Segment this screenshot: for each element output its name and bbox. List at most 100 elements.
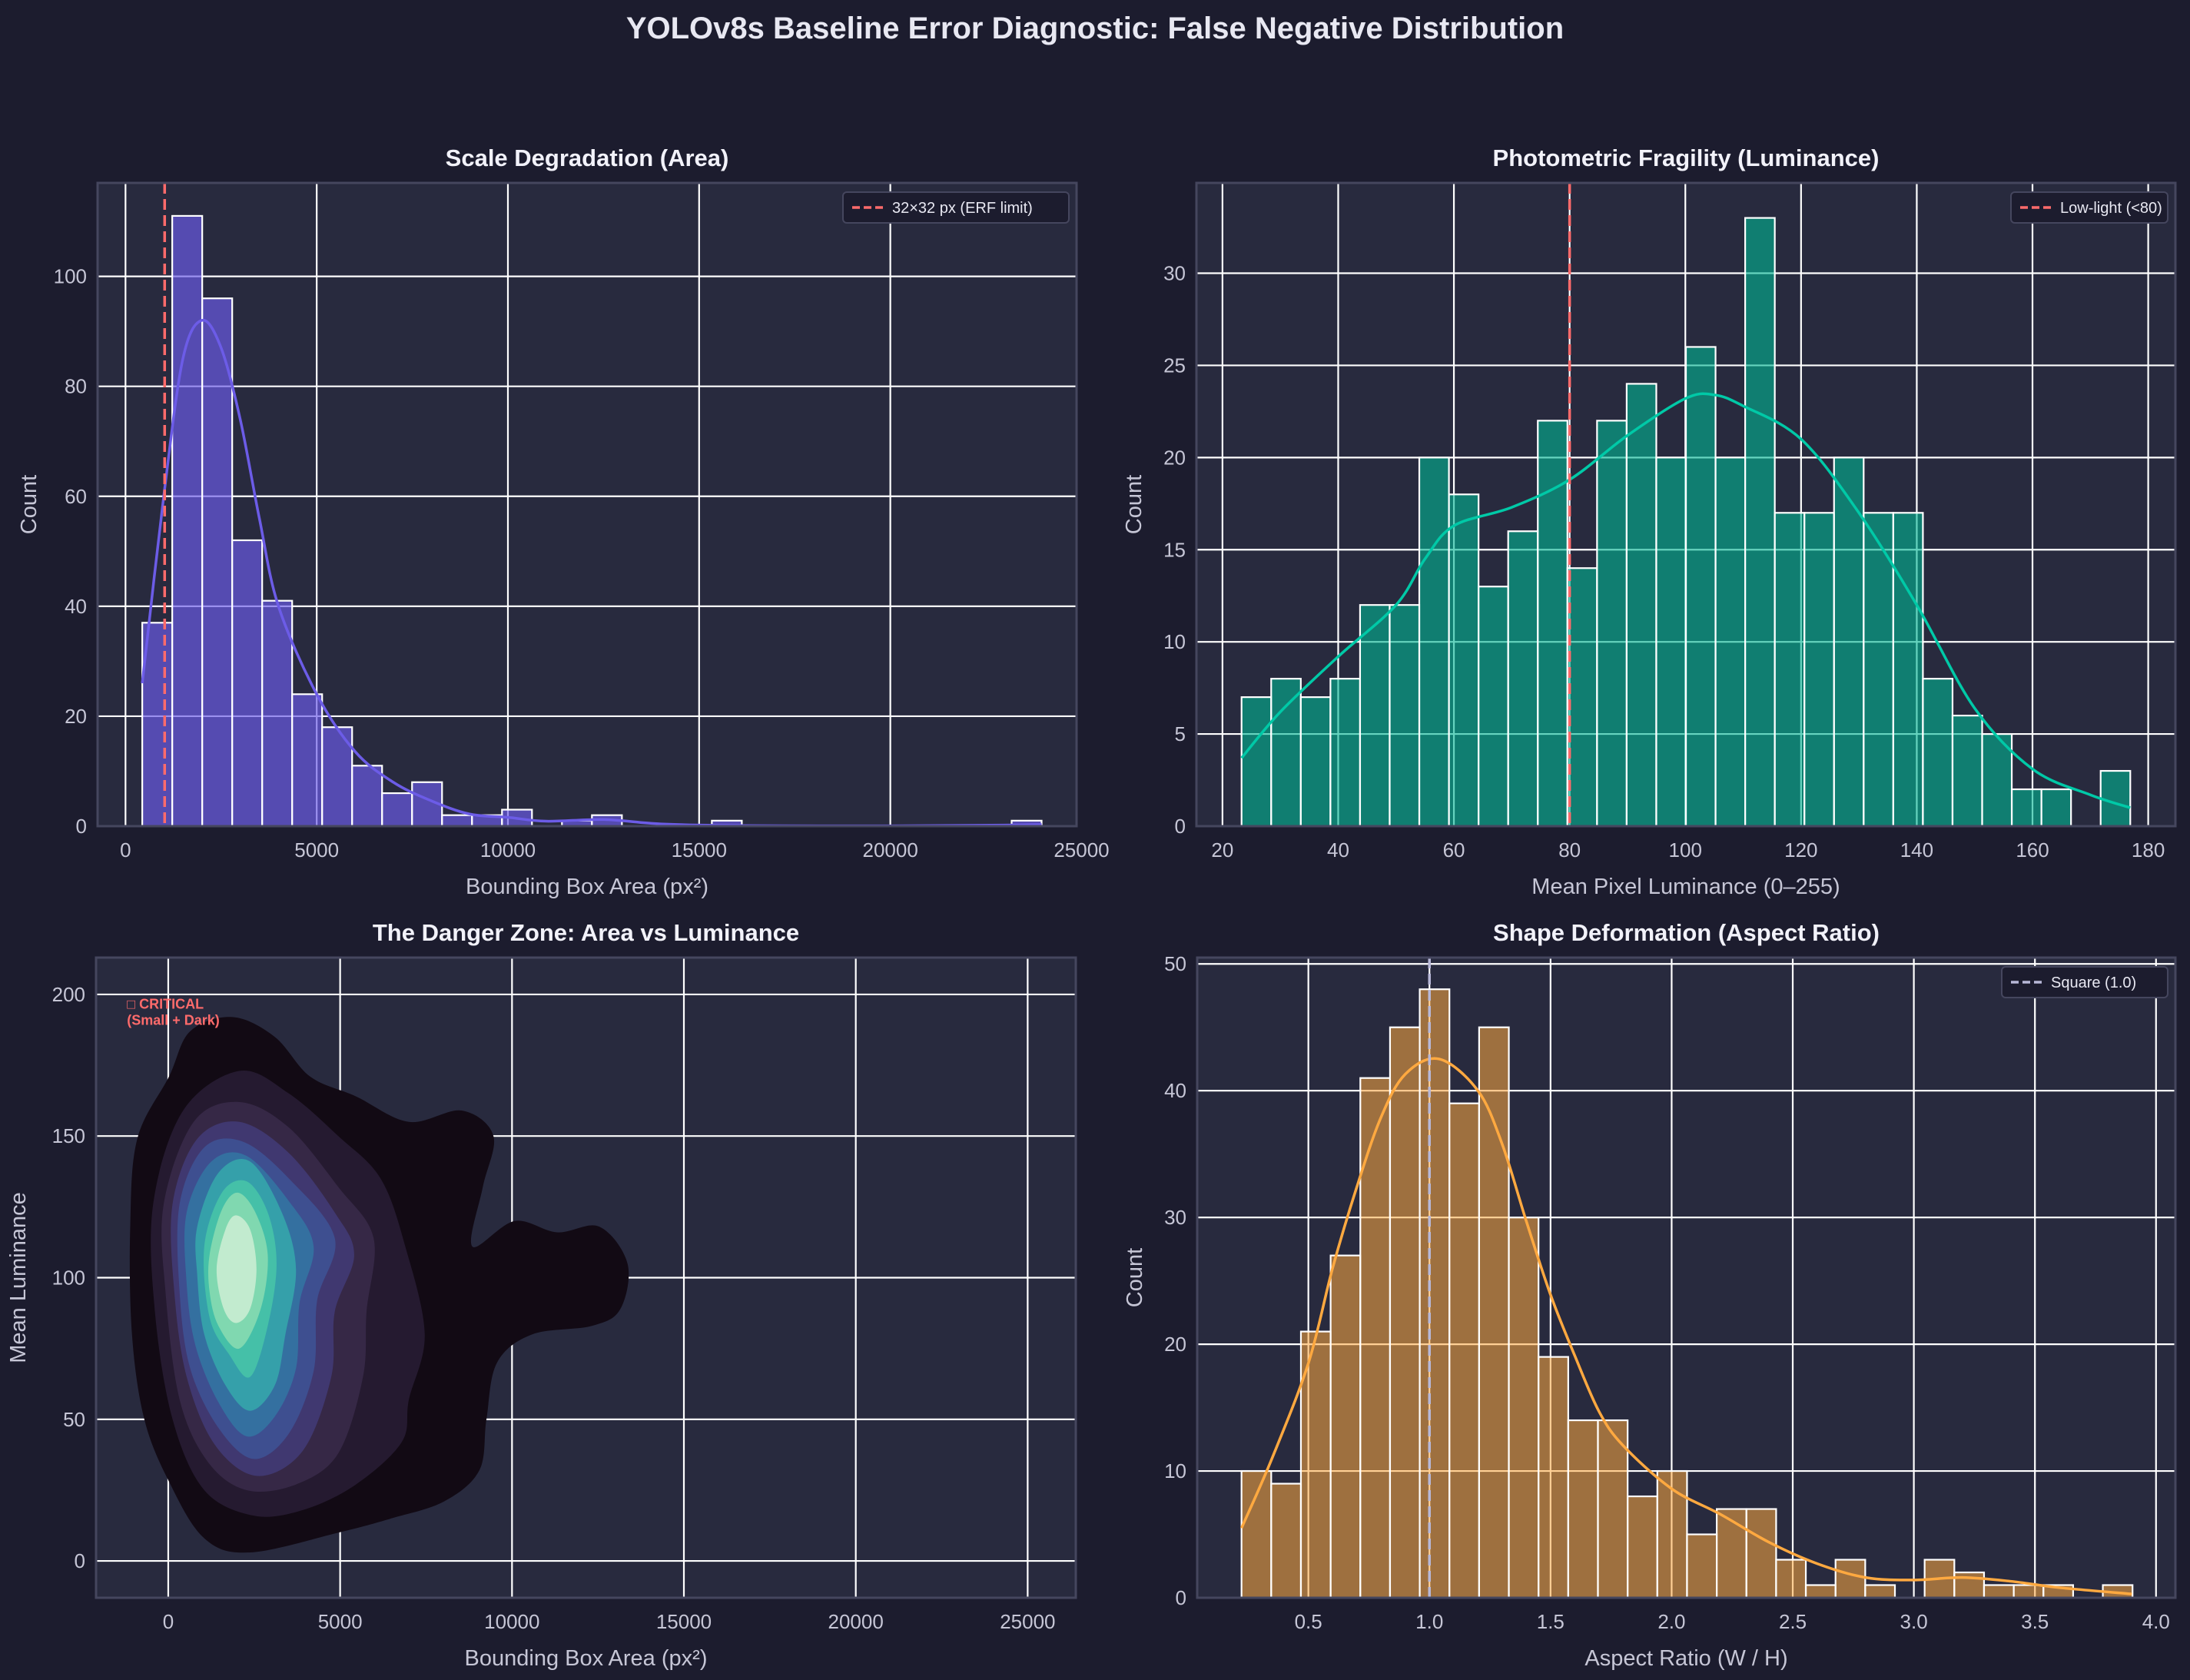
- histogram-bar: [1686, 1533, 1718, 1598]
- y-axis-label: Count: [1122, 475, 1146, 534]
- y-tick-label: 50: [63, 1408, 85, 1431]
- histogram-bar: [1684, 346, 1717, 826]
- y-tick-label: 100: [54, 265, 87, 288]
- x-tick-label: 10000: [484, 1610, 539, 1633]
- annotation-critical-detail: (Small + Dark): [127, 1012, 220, 1028]
- y-tick-label: 5: [1175, 722, 1186, 745]
- histogram-bar: [1745, 1508, 1777, 1598]
- x-tick-label: 5000: [318, 1610, 363, 1633]
- y-tick-label: 40: [65, 595, 87, 618]
- x-tick-label: 1.5: [1537, 1610, 1565, 1633]
- histogram-bar: [2040, 788, 2072, 826]
- plot-marks: [129, 1017, 629, 1553]
- legend: Low-light (<80): [2010, 191, 2168, 224]
- histogram-bar: [201, 297, 234, 826]
- x-tick-label: 15000: [656, 1610, 712, 1633]
- figure-title: YOLOv8s Baseline Error Diagnostic: False…: [626, 12, 1564, 45]
- x-axis-label: Bounding Box Area (px²): [465, 1646, 708, 1671]
- histogram-bar: [261, 599, 294, 826]
- histogram-bar: [1804, 1584, 1837, 1598]
- chart-area: 0 5000 10000 15000 20000 25000 0 20 40 60 80 100 32×…: [17, 144, 1110, 899]
- histogram-bar: [1359, 1077, 1392, 1598]
- histogram-bar: [351, 765, 383, 826]
- histogram-bar: [1329, 678, 1362, 826]
- y-tick-label: 80: [65, 375, 87, 398]
- y-tick-label: 0: [1176, 1586, 1186, 1609]
- histogram-bar: [441, 814, 473, 826]
- x-tick-label: 0.5: [1295, 1610, 1322, 1633]
- chart-luminance: 20 40 60 80 100 120 140 160 180 0 5 10 15 20 25 30 Low-l…: [1122, 144, 2177, 899]
- histogram-bar: [1299, 1330, 1332, 1598]
- histogram-bar: [1240, 696, 1273, 826]
- x-tick-label: 120: [1784, 838, 1817, 862]
- histogram-bar: [1744, 217, 1776, 826]
- histogram-bar: [1329, 1254, 1362, 1598]
- y-tick-label: 0: [75, 1549, 85, 1572]
- histogram-bar: [1507, 530, 1539, 826]
- x-tick-label: 2.0: [1657, 1610, 1685, 1633]
- legend-label: 32×32 px (ERF limit): [892, 200, 1033, 217]
- histogram-bar: [1596, 420, 1628, 826]
- y-tick-label: 150: [52, 1124, 85, 1147]
- y-tick-label: 20: [1163, 446, 1186, 469]
- histogram-bar: [1834, 1559, 1866, 1598]
- histogram-bar: [1010, 819, 1043, 826]
- histogram-bar: [1448, 493, 1480, 826]
- x-tick-label: 1.0: [1415, 1610, 1443, 1633]
- histogram-bar: [1655, 457, 1687, 826]
- histogram-bar: [1448, 1102, 1480, 1598]
- histogram-bar: [1389, 604, 1421, 826]
- plot-marks: [1240, 183, 2132, 826]
- legend-box: [842, 191, 1070, 224]
- histogram-bar: [1240, 1469, 1273, 1598]
- x-tick-label: 180: [2132, 838, 2165, 862]
- histogram-bar: [291, 693, 324, 826]
- histogram-bar: [1983, 1584, 2015, 1598]
- x-tick-label: 100: [1669, 838, 1702, 862]
- y-tick-label: 60: [65, 485, 87, 508]
- x-axis-label: Aspect Ratio (W / H): [1584, 1646, 1787, 1671]
- x-tick-label: 25000: [1054, 838, 1109, 862]
- x-tick-label: 0: [163, 1610, 174, 1633]
- x-tick-label: 20000: [828, 1610, 884, 1633]
- x-tick-label: 3.0: [1900, 1610, 1928, 1633]
- histogram-bar: [1389, 1026, 1421, 1598]
- legend-box: [2001, 966, 2168, 998]
- y-axis-label: Count: [17, 475, 41, 534]
- x-tick-label: 140: [1900, 838, 1933, 862]
- histogram-bar: [1981, 732, 2013, 826]
- histogram-bar: [1951, 715, 1983, 826]
- y-tick-label: 25: [1163, 354, 1186, 377]
- histogram-bar: [1419, 988, 1451, 1598]
- x-tick-label: 25000: [1000, 1610, 1055, 1633]
- histogram-bar: [1270, 1482, 1302, 1598]
- histogram-bar: [1775, 1559, 1807, 1598]
- subplot-title: The Danger Zone: Area vs Luminance: [373, 919, 799, 946]
- legend-label: Low-light (<80): [2060, 200, 2162, 217]
- plot-frame: [96, 181, 1078, 828]
- histogram-bar: [1627, 1495, 1658, 1598]
- histogram-bar: [1359, 604, 1391, 826]
- x-axis-label: Bounding Box Area (px²): [466, 875, 708, 899]
- y-tick-label: 50: [1164, 952, 1186, 975]
- histogram-bar: [2010, 788, 2042, 826]
- histogram-bar: [1566, 567, 1598, 826]
- plot-frame: [95, 956, 1077, 1599]
- x-tick-label: 10000: [480, 838, 536, 862]
- x-tick-label: 20: [1211, 838, 1233, 862]
- histogram-bar: [1537, 420, 1568, 826]
- y-tick-label: 10: [1164, 1459, 1186, 1482]
- histogram-bar: [1715, 1508, 1747, 1598]
- histogram-bar: [1418, 457, 1450, 826]
- legend-label: Square (1.0): [2051, 974, 2136, 991]
- histogram-bar: [711, 819, 743, 826]
- y-tick-label: 20: [1164, 1333, 1186, 1356]
- x-tick-label: 20000: [862, 838, 917, 862]
- x-tick-label: 0: [120, 838, 131, 862]
- histogram-bar: [1270, 678, 1302, 826]
- histogram-bar: [1299, 696, 1332, 826]
- histogram-bar: [2099, 769, 2132, 826]
- x-tick-label: 40: [1327, 838, 1349, 862]
- y-axis-label: Mean Luminance: [6, 1192, 31, 1363]
